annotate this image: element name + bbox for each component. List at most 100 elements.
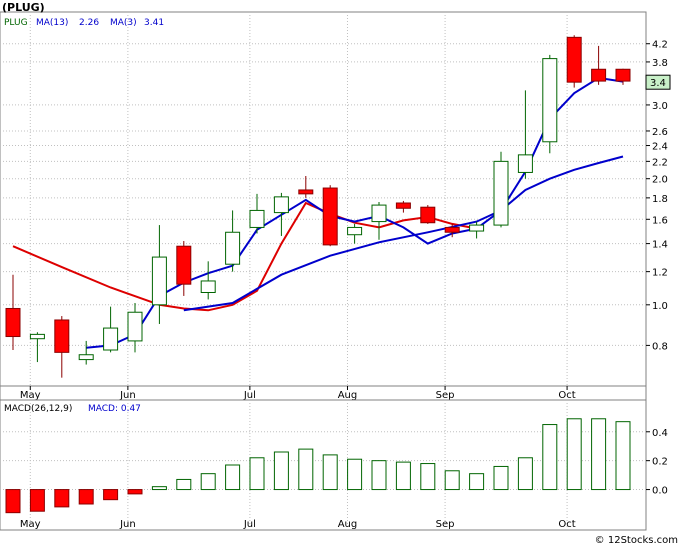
macd-bars bbox=[5, 418, 631, 514]
macd-title: MACD(26,12,9) bbox=[4, 404, 72, 414]
macd-month-labels: May Jun Jul Aug Sep Oct bbox=[20, 519, 576, 530]
current-price-tag-box bbox=[645, 74, 671, 90]
macd-y-tick-label: 0.2 bbox=[652, 457, 668, 468]
macd-bar bbox=[200, 473, 216, 491]
macd-bar bbox=[493, 465, 509, 491]
macd-month-label: Aug bbox=[338, 519, 358, 530]
candle bbox=[225, 210, 241, 272]
macd-bar bbox=[371, 460, 387, 491]
candle-body bbox=[322, 187, 338, 246]
candle-body bbox=[5, 307, 21, 338]
legend-ma3-label: MA(3) bbox=[110, 18, 137, 28]
price-y-tick-label: 3.8 bbox=[652, 58, 668, 69]
macd-bar bbox=[151, 486, 167, 491]
legend-ma3-value: 3.41 bbox=[144, 18, 164, 28]
candle-body bbox=[469, 224, 485, 232]
candle-body bbox=[493, 160, 509, 226]
macd-month-label: Jun bbox=[119, 519, 136, 530]
candle bbox=[273, 192, 289, 236]
candle-body bbox=[395, 202, 411, 209]
footer-credit: © 12Stocks.com bbox=[595, 535, 678, 546]
candle bbox=[322, 185, 338, 247]
macd-bar bbox=[347, 458, 363, 491]
ma13-series-line bbox=[86, 76, 624, 349]
price-y-tick-label: 3.0 bbox=[652, 101, 668, 112]
candle bbox=[566, 35, 582, 88]
candle bbox=[78, 340, 94, 365]
candle-body bbox=[566, 36, 582, 83]
macd-bar bbox=[615, 421, 631, 491]
candle-body bbox=[298, 189, 314, 195]
current-price-tag: 3.4 bbox=[645, 74, 671, 90]
price-month-label: Oct bbox=[558, 390, 575, 401]
candle bbox=[347, 223, 363, 244]
candle-body bbox=[542, 58, 558, 143]
price-month-label: May bbox=[20, 390, 41, 401]
legend-symbol: PLUG bbox=[4, 18, 28, 28]
candle-body bbox=[151, 256, 167, 306]
candle-body bbox=[591, 68, 607, 82]
ma3-series-line bbox=[12, 201, 477, 312]
candle-body bbox=[54, 319, 70, 353]
candle-body bbox=[444, 226, 460, 233]
candle bbox=[5, 274, 21, 351]
macd-bar bbox=[127, 489, 143, 495]
candle bbox=[200, 261, 216, 300]
candle-body bbox=[225, 231, 241, 265]
price-month-label: Sep bbox=[436, 390, 455, 401]
macd-bar bbox=[395, 461, 411, 491]
candle bbox=[395, 200, 411, 213]
candle bbox=[54, 316, 70, 378]
macd-bar bbox=[322, 454, 338, 491]
legend-ma13-label: MA(13) bbox=[36, 18, 68, 28]
candle-body bbox=[103, 327, 119, 351]
price-y-tick-label: 1.0 bbox=[652, 301, 668, 312]
candle bbox=[249, 193, 265, 234]
macd-legend-value: MACD: 0.47 bbox=[88, 404, 141, 414]
macd-bar bbox=[444, 470, 460, 491]
price-y-tick-label: 1.8 bbox=[652, 194, 668, 205]
price-month-labels: May Jun Jul Aug Sep Oct bbox=[20, 386, 576, 401]
chart-title: (PLUG) bbox=[2, 1, 45, 14]
macd-y-tick-label: 0.4 bbox=[652, 428, 668, 439]
candle-body bbox=[273, 196, 289, 214]
macd-bar bbox=[78, 489, 94, 505]
macd-panel-frame bbox=[0, 399, 647, 531]
legend-ma13-value: 2.26 bbox=[79, 18, 99, 28]
macd-bar bbox=[591, 418, 607, 491]
price-month-strip bbox=[0, 385, 647, 401]
price-y-tick-label: 2.0 bbox=[652, 175, 668, 186]
price-y-tick-label: 1.4 bbox=[652, 240, 668, 251]
price-y-tick-label: 4.2 bbox=[652, 40, 668, 51]
macd-bar bbox=[176, 478, 192, 491]
candle-body bbox=[29, 333, 45, 340]
price-month-label: Jul bbox=[243, 390, 256, 401]
macd-bar bbox=[103, 489, 119, 501]
candle-body bbox=[127, 311, 143, 342]
price-month-label: Jun bbox=[119, 390, 136, 401]
macd-month-label: May bbox=[20, 519, 41, 530]
ma3-line bbox=[12, 201, 477, 312]
candle-body bbox=[78, 354, 94, 361]
price-y-tick-label: 1.6 bbox=[652, 215, 668, 226]
macd-bar bbox=[542, 424, 558, 491]
candle-body bbox=[176, 245, 192, 285]
macd-bar bbox=[5, 489, 21, 514]
candle bbox=[517, 90, 533, 179]
price-month-label: Aug bbox=[338, 390, 358, 401]
price-y-tick-label: 0.8 bbox=[652, 341, 668, 352]
macd-bar bbox=[566, 418, 582, 491]
macd-y-axis: 0.4 0.2 0.0 bbox=[646, 428, 668, 497]
candle-body bbox=[615, 68, 631, 82]
candle bbox=[127, 302, 143, 353]
price-y-tick-label: 1.2 bbox=[652, 268, 668, 279]
macd-month-label: Oct bbox=[558, 519, 575, 530]
macd-bar bbox=[420, 463, 436, 491]
candle-body bbox=[517, 154, 533, 173]
macd-bar bbox=[29, 489, 45, 512]
macd-bar bbox=[249, 457, 265, 491]
candle-body bbox=[371, 204, 387, 223]
candle bbox=[444, 223, 460, 238]
macd-month-label: Jul bbox=[243, 519, 256, 530]
